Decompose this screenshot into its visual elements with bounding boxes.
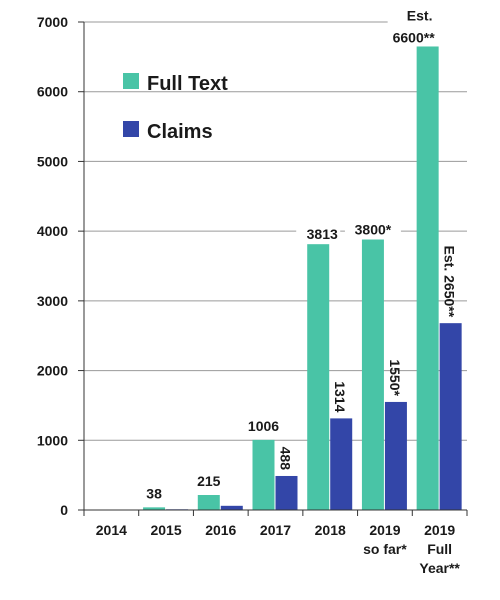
bars [143, 46, 462, 511]
x-category-label: 2015 [150, 522, 181, 538]
x-category-line: 2019 [424, 522, 455, 538]
bar-claims [275, 475, 298, 510]
data-labels: 38 215 1006 3813 3800* Est. 6600** 488 1314 1550*… [146, 6, 468, 501]
x-category-line: 2016 [205, 522, 236, 538]
x-category-line: Full [427, 541, 452, 557]
data-label: 215 [197, 473, 221, 489]
data-label: 3813 [307, 226, 338, 242]
bar-claims [220, 505, 243, 510]
data-label: 1550* [387, 359, 403, 396]
legend-label-full-text: Full Text [147, 73, 228, 95]
data-label: 1006 [248, 418, 279, 434]
x-category-label: 2018 [315, 522, 346, 538]
x-category-label: 2019 so far* [363, 522, 407, 557]
legend-label-claims: Claims [147, 121, 213, 143]
legend-swatch-full-text [123, 73, 139, 89]
label-background [296, 226, 341, 243]
x-category-label: 2016 [205, 522, 236, 538]
bar-claims [384, 401, 407, 510]
y-tick-label: 4000 [37, 223, 68, 239]
x-category-line: 2019 [369, 522, 400, 538]
y-tick-label: 7000 [37, 14, 68, 30]
bar-full-text [197, 495, 220, 510]
data-label-line: 6600** [393, 29, 436, 45]
y-tick-label: 3000 [37, 293, 68, 309]
data-label: 488 [278, 447, 294, 471]
legend-swatch-claims [123, 121, 139, 137]
data-label-line: Est. [407, 7, 433, 23]
axes [83, 22, 468, 516]
data-label: 38 [146, 485, 162, 501]
y-tick-labels: 0 1000 2000 3000 4000 5000 6000 7000 [37, 14, 84, 518]
data-label: 3800* [355, 222, 392, 238]
label-background [344, 221, 401, 238]
x-category-label: 2019 Full Year** [419, 522, 460, 576]
x-category-line: 2015 [150, 522, 181, 538]
y-tick-label: 6000 [37, 84, 68, 100]
y-tick-label: 0 [60, 502, 68, 518]
category-labels: 2014 2015 2016 2017 2018 2019 so far* 2019 Full Y… [96, 522, 461, 576]
x-category-label: 2017 [260, 522, 291, 538]
x-category-line: 2014 [96, 522, 127, 538]
x-category-line: so far* [363, 541, 407, 557]
bar-claims [439, 323, 462, 510]
bar-full-text [307, 244, 330, 510]
data-label: Est. 2650** [442, 246, 458, 318]
bar-claims [330, 418, 353, 510]
label-background [387, 6, 468, 47]
data-label: Est. 6600** [393, 7, 436, 45]
y-tick-label: 5000 [37, 153, 68, 169]
bar-full-text [252, 439, 275, 510]
bar-full-text [143, 507, 166, 510]
gridlines [84, 21, 467, 441]
bar-full-text [361, 239, 384, 510]
data-label: 1314 [332, 381, 348, 412]
y-tick-label: 1000 [37, 432, 68, 448]
y-tick-label: 2000 [37, 363, 68, 379]
x-category-label: 2014 [96, 522, 127, 538]
x-category-line: 2017 [260, 522, 291, 538]
bar-full-text [416, 46, 439, 511]
legend: Full Text Claims [123, 73, 228, 143]
x-category-line: Year** [419, 560, 460, 576]
x-category-line: 2018 [315, 522, 346, 538]
